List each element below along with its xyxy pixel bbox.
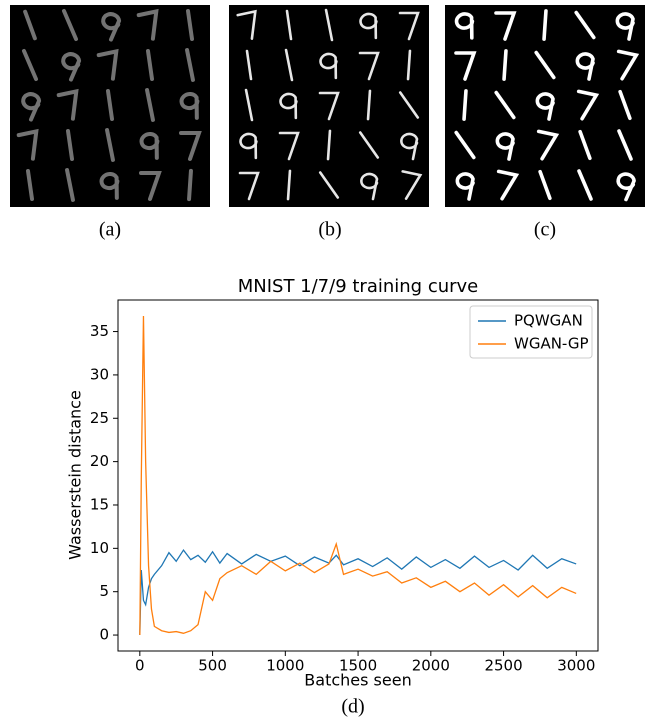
page: (a) (b) (c) (d) MNIST 1/7/9 training cur… [0,0,654,725]
y-tick-label: 30 [90,365,109,383]
y-tick-label: 25 [90,409,109,427]
x-tick-label: 3000 [557,657,595,675]
caption: (b) [318,219,341,241]
x-tick-label: 1000 [266,657,304,675]
figure: (a) (b) (c) (d) MNIST 1/7/9 training cur… [0,0,654,721]
x-tick-label: 0 [135,657,145,675]
y-tick-label: 15 [90,495,109,513]
x-tick-label: 2500 [484,657,522,675]
caption: (d) [341,696,364,718]
sample-panels [10,5,645,207]
x-tick-label: 1500 [339,657,377,675]
x-tick-label: 2000 [412,657,450,675]
y-tick-label: 0 [99,626,109,644]
y-tick-label: 35 [90,322,109,340]
x-tick-label: 500 [198,657,227,675]
y-tick-label: 20 [90,452,109,470]
legend-label: PQWGAN [514,312,583,330]
sample-grid [229,5,429,207]
caption: (c) [534,219,556,241]
series-line [140,316,576,635]
legend-label: WGAN-GP [514,335,589,353]
caption: (a) [99,219,121,241]
chart-title: MNIST 1/7/9 training curve [238,276,479,297]
y-axis-label: Wasserstein distance [66,390,85,560]
y-tick-label: 5 [99,582,109,600]
y-tick-label: 10 [90,539,109,557]
